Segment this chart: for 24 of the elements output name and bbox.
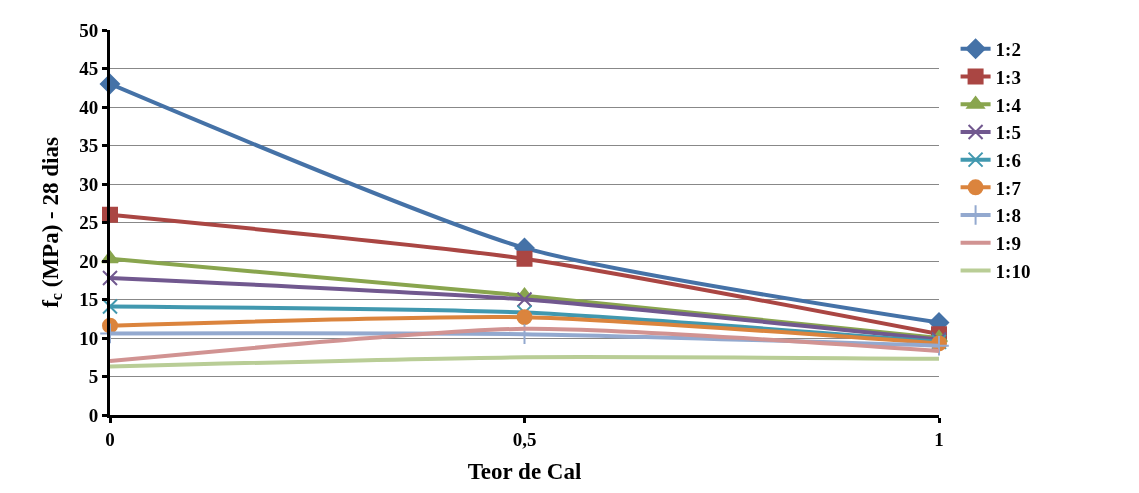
- legend-label: 1:2: [995, 39, 1021, 61]
- y-tick-label: 35: [79, 135, 99, 157]
- legend-label: 1:4: [995, 94, 1022, 116]
- y-tick-label: 0: [88, 404, 99, 426]
- x-tick-label: 1: [934, 428, 944, 450]
- x-tick-label: 0,5: [512, 428, 537, 450]
- legend-label: 1:8: [995, 205, 1021, 227]
- legend-label: 1:5: [995, 122, 1021, 144]
- y-tick-label: 25: [79, 212, 99, 234]
- y-tick-label: 50: [79, 19, 99, 41]
- legend-label: 1:3: [995, 66, 1021, 88]
- y-tick-label: 45: [79, 58, 99, 80]
- y-tick-label: 30: [79, 173, 99, 195]
- y-tick-label: 40: [79, 96, 99, 118]
- legend-label: 1:6: [995, 150, 1021, 172]
- legend-label: 1:10: [995, 260, 1031, 282]
- y-tick-label: 10: [79, 327, 99, 349]
- x-tick-label: 0: [105, 428, 115, 450]
- y-tick-label: 5: [88, 366, 99, 388]
- legend-label: 1:9: [995, 233, 1021, 255]
- legend-label: 1:7: [995, 177, 1022, 199]
- y-tick-label: 15: [79, 289, 99, 311]
- x-axis-title: Teor de Cal: [467, 459, 582, 485]
- y-tick-label: 20: [79, 250, 99, 272]
